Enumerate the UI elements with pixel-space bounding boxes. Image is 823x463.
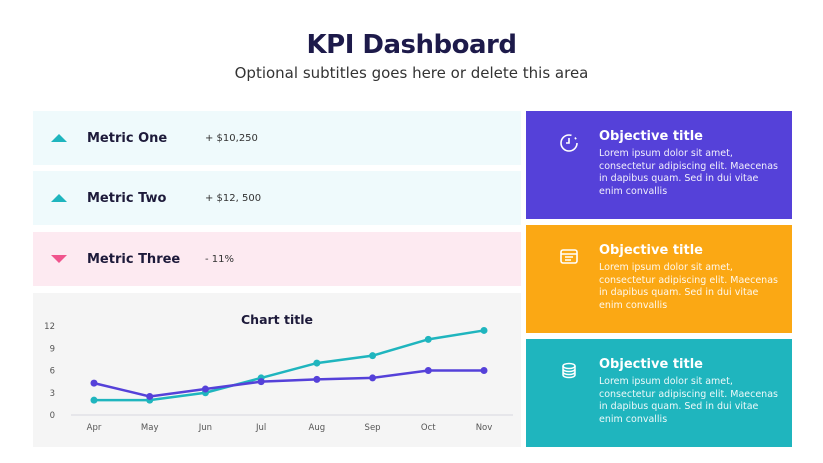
series-2-point: [90, 379, 98, 387]
series-1-point: [480, 326, 488, 334]
series-line-1: [94, 329, 485, 402]
series-2-point: [369, 374, 377, 382]
series-line-2: [93, 369, 484, 398]
arrow-down-icon: [51, 255, 67, 263]
series-1-point: [424, 335, 432, 343]
objective-title: Objective title: [599, 357, 703, 372]
x-tick-label: Oct: [421, 423, 436, 433]
series-1-point: [369, 352, 377, 360]
metric-label: Metric Two: [87, 190, 167, 206]
objective-card-1: Objective title Lorem ipsum dolor sit am…: [526, 111, 792, 219]
objective-body: Lorem ipsum dolor sit amet, consectetur …: [599, 262, 778, 311]
x-tick-label: Sep: [365, 423, 381, 433]
timer-icon: [560, 134, 578, 152]
series-2-point: [257, 378, 265, 386]
objective-card-3: Objective title Lorem ipsum dolor sit am…: [526, 339, 792, 447]
x-tick-label: Jun: [198, 423, 212, 433]
x-tick-label: Aug: [309, 423, 326, 433]
series-2-point: [201, 385, 209, 393]
y-tick-label: 0: [50, 411, 55, 421]
series-2-point: [146, 392, 154, 400]
arrow-up-icon: [51, 134, 67, 142]
x-tick-label: May: [141, 423, 159, 433]
metric-row-two: Metric Two + $12, 500: [33, 171, 521, 225]
series-2-point: [313, 375, 321, 383]
series-2-point: [424, 367, 432, 374]
y-tick-label: 9: [50, 344, 55, 354]
line-chart: Chart title 0 3 6 9 12 Apr May Jun Jul Aug Sep Oct N…: [33, 293, 521, 447]
y-tick-label: 6: [50, 367, 55, 377]
metric-label: Metric One: [87, 130, 168, 146]
metric-value: + $10,250: [205, 132, 258, 144]
y-tick-label: 12: [44, 322, 55, 332]
metric-value: - 11%: [205, 253, 235, 265]
page-subtitle: Optional subtitles goes here or delete t…: [234, 64, 589, 82]
arrow-up-icon: [51, 194, 67, 202]
list-card-icon: [560, 249, 578, 264]
objective-card-2: Objective title Lorem ipsum dolor sit am…: [526, 225, 792, 333]
y-tick-label: 3: [50, 389, 55, 399]
series-2-point: [480, 367, 488, 374]
coins-icon: [562, 362, 576, 379]
metric-label: Metric Three: [87, 251, 181, 267]
page-title: KPI Dashboard: [306, 30, 518, 60]
chart-svg: Chart title 0 3 6 9 12 Apr May Jun Jul Aug Sep Oct N…: [44, 312, 513, 433]
objective-title: Objective title: [599, 243, 703, 258]
series-1-point: [90, 396, 98, 404]
metric-row-one: Metric One + $10,250: [33, 111, 521, 165]
objective-body: Lorem ipsum dolor sit amet, consectetur …: [599, 148, 778, 197]
series-1-point: [313, 359, 321, 367]
x-tick-label: Jul: [255, 423, 266, 433]
chart-title: Chart title: [241, 312, 313, 327]
metric-row-three: Metric Three - 11%: [33, 232, 521, 286]
objective-body: Lorem ipsum dolor sit amet, consectetur …: [599, 376, 778, 425]
x-tick-label: Apr: [87, 423, 102, 433]
x-tick-label: Nov: [476, 423, 493, 433]
objective-title: Objective title: [599, 129, 703, 144]
metric-value: + $12, 500: [205, 192, 262, 204]
